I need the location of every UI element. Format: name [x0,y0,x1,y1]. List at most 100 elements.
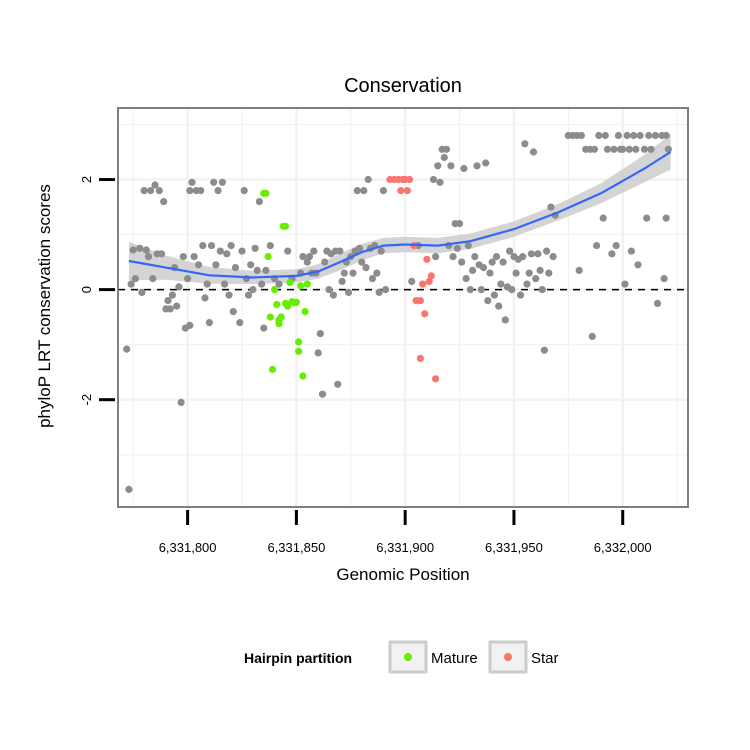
data-point-other [368,275,377,283]
x-tick-label: 6,331,800 [159,540,217,555]
data-point-other [645,131,653,140]
data-point-other [545,269,553,277]
data-point-other [345,288,353,296]
data-point-other [525,269,533,277]
data-point-other [212,261,220,269]
data-point-other [260,324,268,332]
data-point-other [249,286,257,294]
legend-swatch-mature [404,653,412,661]
legend: Hairpin partition Mature Star [244,640,559,674]
data-point-star [403,187,411,195]
data-point-other [340,269,348,277]
data-point-other [630,131,638,140]
data-point-other [364,175,372,184]
data-point-other [303,258,311,266]
data-point-star [419,280,427,288]
data-point-mature [275,316,283,324]
data-point-other [621,280,629,288]
data-point-other [305,253,314,261]
smooth-fit-line [128,151,672,279]
data-point-other [318,390,327,398]
data-point-other [662,214,670,222]
data-point-other [449,253,457,261]
y-tick-label: -2 [79,394,94,406]
data-point-other [577,131,586,140]
data-point-other [140,187,148,195]
data-point-mature [268,365,277,373]
data-point-mature [264,253,272,261]
data-point-other [460,164,468,173]
data-point-other [543,247,551,255]
x-tick-label: 6,332,000 [594,540,652,555]
y-tick-label: 2 [79,176,94,183]
data-point-other [379,187,387,195]
legend-item-mature: Mature [388,640,478,674]
data-points [123,131,673,493]
data-point-mature [295,338,303,346]
data-point-other [157,250,166,258]
data-point-other [186,321,194,329]
data-point-other [608,250,616,258]
data-point-other [284,247,292,255]
y-axis: -2 0 2 [79,176,115,406]
data-point-other [540,346,549,354]
data-point-other [184,275,192,283]
data-point-other [462,275,470,283]
data-point-star [427,272,435,280]
data-point-other [188,178,196,186]
data-point-mature [286,278,294,287]
data-point-other [627,247,636,255]
plot-panel-border [117,107,689,508]
data-point-other [532,275,540,283]
data-point-other [275,280,283,288]
legend-label-mature: Mature [431,650,478,667]
data-point-other [625,145,633,153]
data-point-other [221,280,229,288]
data-point-mature [262,189,270,197]
data-point-other [651,131,660,140]
legend-swatch-star [504,653,512,661]
data-point-other [456,220,464,228]
data-point-other [486,269,494,277]
data-point-other [201,294,209,302]
data-point-other [321,258,329,266]
data-point-other [136,244,144,252]
data-point-other [612,242,620,250]
data-point-other [588,332,596,340]
data-point-other [358,258,366,266]
data-point-other [151,181,159,189]
data-point-other [636,131,644,140]
data-point-other [471,253,479,261]
data-point-other [664,145,673,153]
data-point-other [142,246,150,254]
data-point-other [299,253,307,261]
data-point-other [538,286,546,294]
data-point-other [601,131,609,140]
data-point-other [482,159,490,167]
data-point-mature [281,222,290,230]
data-point-other [595,131,603,140]
data-point-other [590,145,599,153]
data-point-other [477,286,485,294]
data-point-other [160,198,168,206]
data-point-other [197,187,205,195]
data-point-mature [297,282,305,290]
data-point-other [360,187,368,195]
data-point-star [416,354,424,362]
data-point-other [166,305,174,313]
data-point-other [203,280,211,288]
data-point-other [336,247,344,255]
data-point-other [349,269,357,277]
data-point-other [362,264,370,272]
data-point-other [214,187,222,195]
data-point-other [258,280,266,288]
data-point-mature [273,300,281,309]
data-point-other [662,131,670,140]
data-point-other [194,261,203,269]
data-point-mature [295,347,303,355]
data-point-other [316,330,324,338]
data-point-other [231,264,240,272]
data-point-other [647,145,655,153]
data-point-mature [299,372,307,380]
data-point-other [632,145,640,153]
